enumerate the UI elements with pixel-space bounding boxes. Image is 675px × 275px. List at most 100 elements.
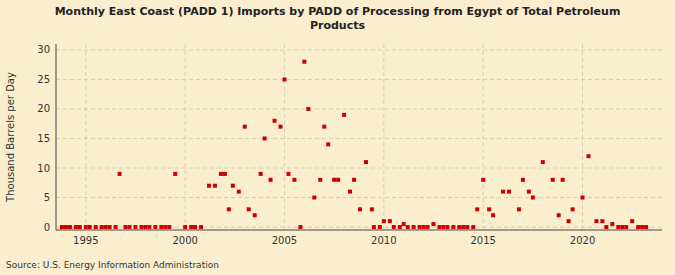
point	[406, 225, 410, 229]
point	[88, 225, 92, 229]
point	[78, 225, 82, 229]
point	[610, 222, 614, 226]
point	[487, 207, 491, 211]
point	[273, 119, 277, 123]
point	[342, 113, 346, 117]
point	[173, 172, 177, 176]
point	[620, 225, 624, 229]
point	[326, 142, 330, 146]
x-grid-line	[383, 44, 384, 230]
point	[348, 190, 352, 194]
point	[471, 225, 475, 229]
point	[219, 172, 223, 176]
point	[199, 225, 203, 229]
point	[322, 125, 326, 129]
point	[352, 178, 356, 182]
point	[193, 225, 197, 229]
y-tick-label: 0	[44, 222, 50, 233]
point	[557, 213, 561, 217]
point	[118, 172, 122, 176]
x-grid-line	[185, 44, 186, 230]
point	[644, 225, 648, 229]
point	[68, 225, 72, 229]
grid	[56, 44, 662, 230]
point	[269, 178, 273, 182]
y-grid-line	[56, 168, 662, 169]
point	[491, 213, 495, 217]
point	[422, 225, 426, 229]
point	[167, 225, 171, 229]
y-grid-line	[56, 138, 662, 139]
point	[531, 196, 535, 200]
point	[571, 207, 575, 211]
points	[60, 60, 648, 229]
point	[501, 190, 505, 194]
point	[370, 207, 374, 211]
point	[521, 178, 525, 182]
point	[372, 225, 376, 229]
point	[247, 207, 251, 211]
point	[475, 207, 479, 211]
point	[60, 225, 64, 229]
point	[445, 225, 449, 229]
point	[461, 225, 465, 229]
point	[382, 219, 386, 223]
point	[541, 160, 545, 164]
title: Monthly East Coast (PADD 1) Imports by P…	[55, 5, 621, 32]
point	[624, 225, 628, 229]
point	[358, 207, 362, 211]
point	[153, 225, 157, 229]
y-axis	[56, 44, 57, 230]
point	[594, 219, 598, 223]
y-grid-line	[56, 49, 662, 50]
y-tick-label: 25	[37, 74, 50, 85]
point	[286, 172, 290, 176]
point	[616, 225, 620, 229]
point	[189, 225, 193, 229]
point	[108, 225, 112, 229]
point	[223, 172, 227, 176]
point	[451, 225, 455, 229]
point	[567, 219, 571, 223]
point	[231, 184, 235, 188]
x-grid-line	[582, 44, 583, 230]
point	[457, 225, 461, 229]
point	[640, 225, 644, 229]
point	[388, 219, 392, 223]
point	[398, 225, 402, 229]
point	[630, 219, 634, 223]
point	[318, 178, 322, 182]
point	[306, 107, 310, 111]
point	[604, 225, 608, 229]
point	[94, 225, 98, 229]
x-grid-line	[284, 44, 285, 230]
point	[426, 225, 430, 229]
point	[332, 178, 336, 182]
y-tick-label: 20	[37, 103, 50, 114]
point	[263, 136, 267, 140]
y-grid-line	[56, 197, 662, 198]
point	[364, 160, 368, 164]
point	[147, 225, 151, 229]
point	[527, 190, 531, 194]
point	[163, 225, 167, 229]
point	[600, 219, 604, 223]
point	[183, 225, 187, 229]
point	[227, 207, 231, 211]
x-tick-label: 2015	[470, 235, 495, 246]
point	[378, 225, 382, 229]
title-line: Products	[310, 19, 366, 32]
point	[432, 222, 436, 226]
point	[128, 225, 132, 229]
point	[561, 178, 565, 182]
point	[213, 184, 217, 188]
point	[100, 225, 104, 229]
x-tick-label: 2005	[272, 235, 297, 246]
point	[412, 225, 416, 229]
point	[253, 213, 257, 217]
point	[437, 225, 441, 229]
point	[133, 225, 137, 229]
point	[104, 225, 108, 229]
background	[0, 0, 675, 275]
point	[507, 190, 511, 194]
